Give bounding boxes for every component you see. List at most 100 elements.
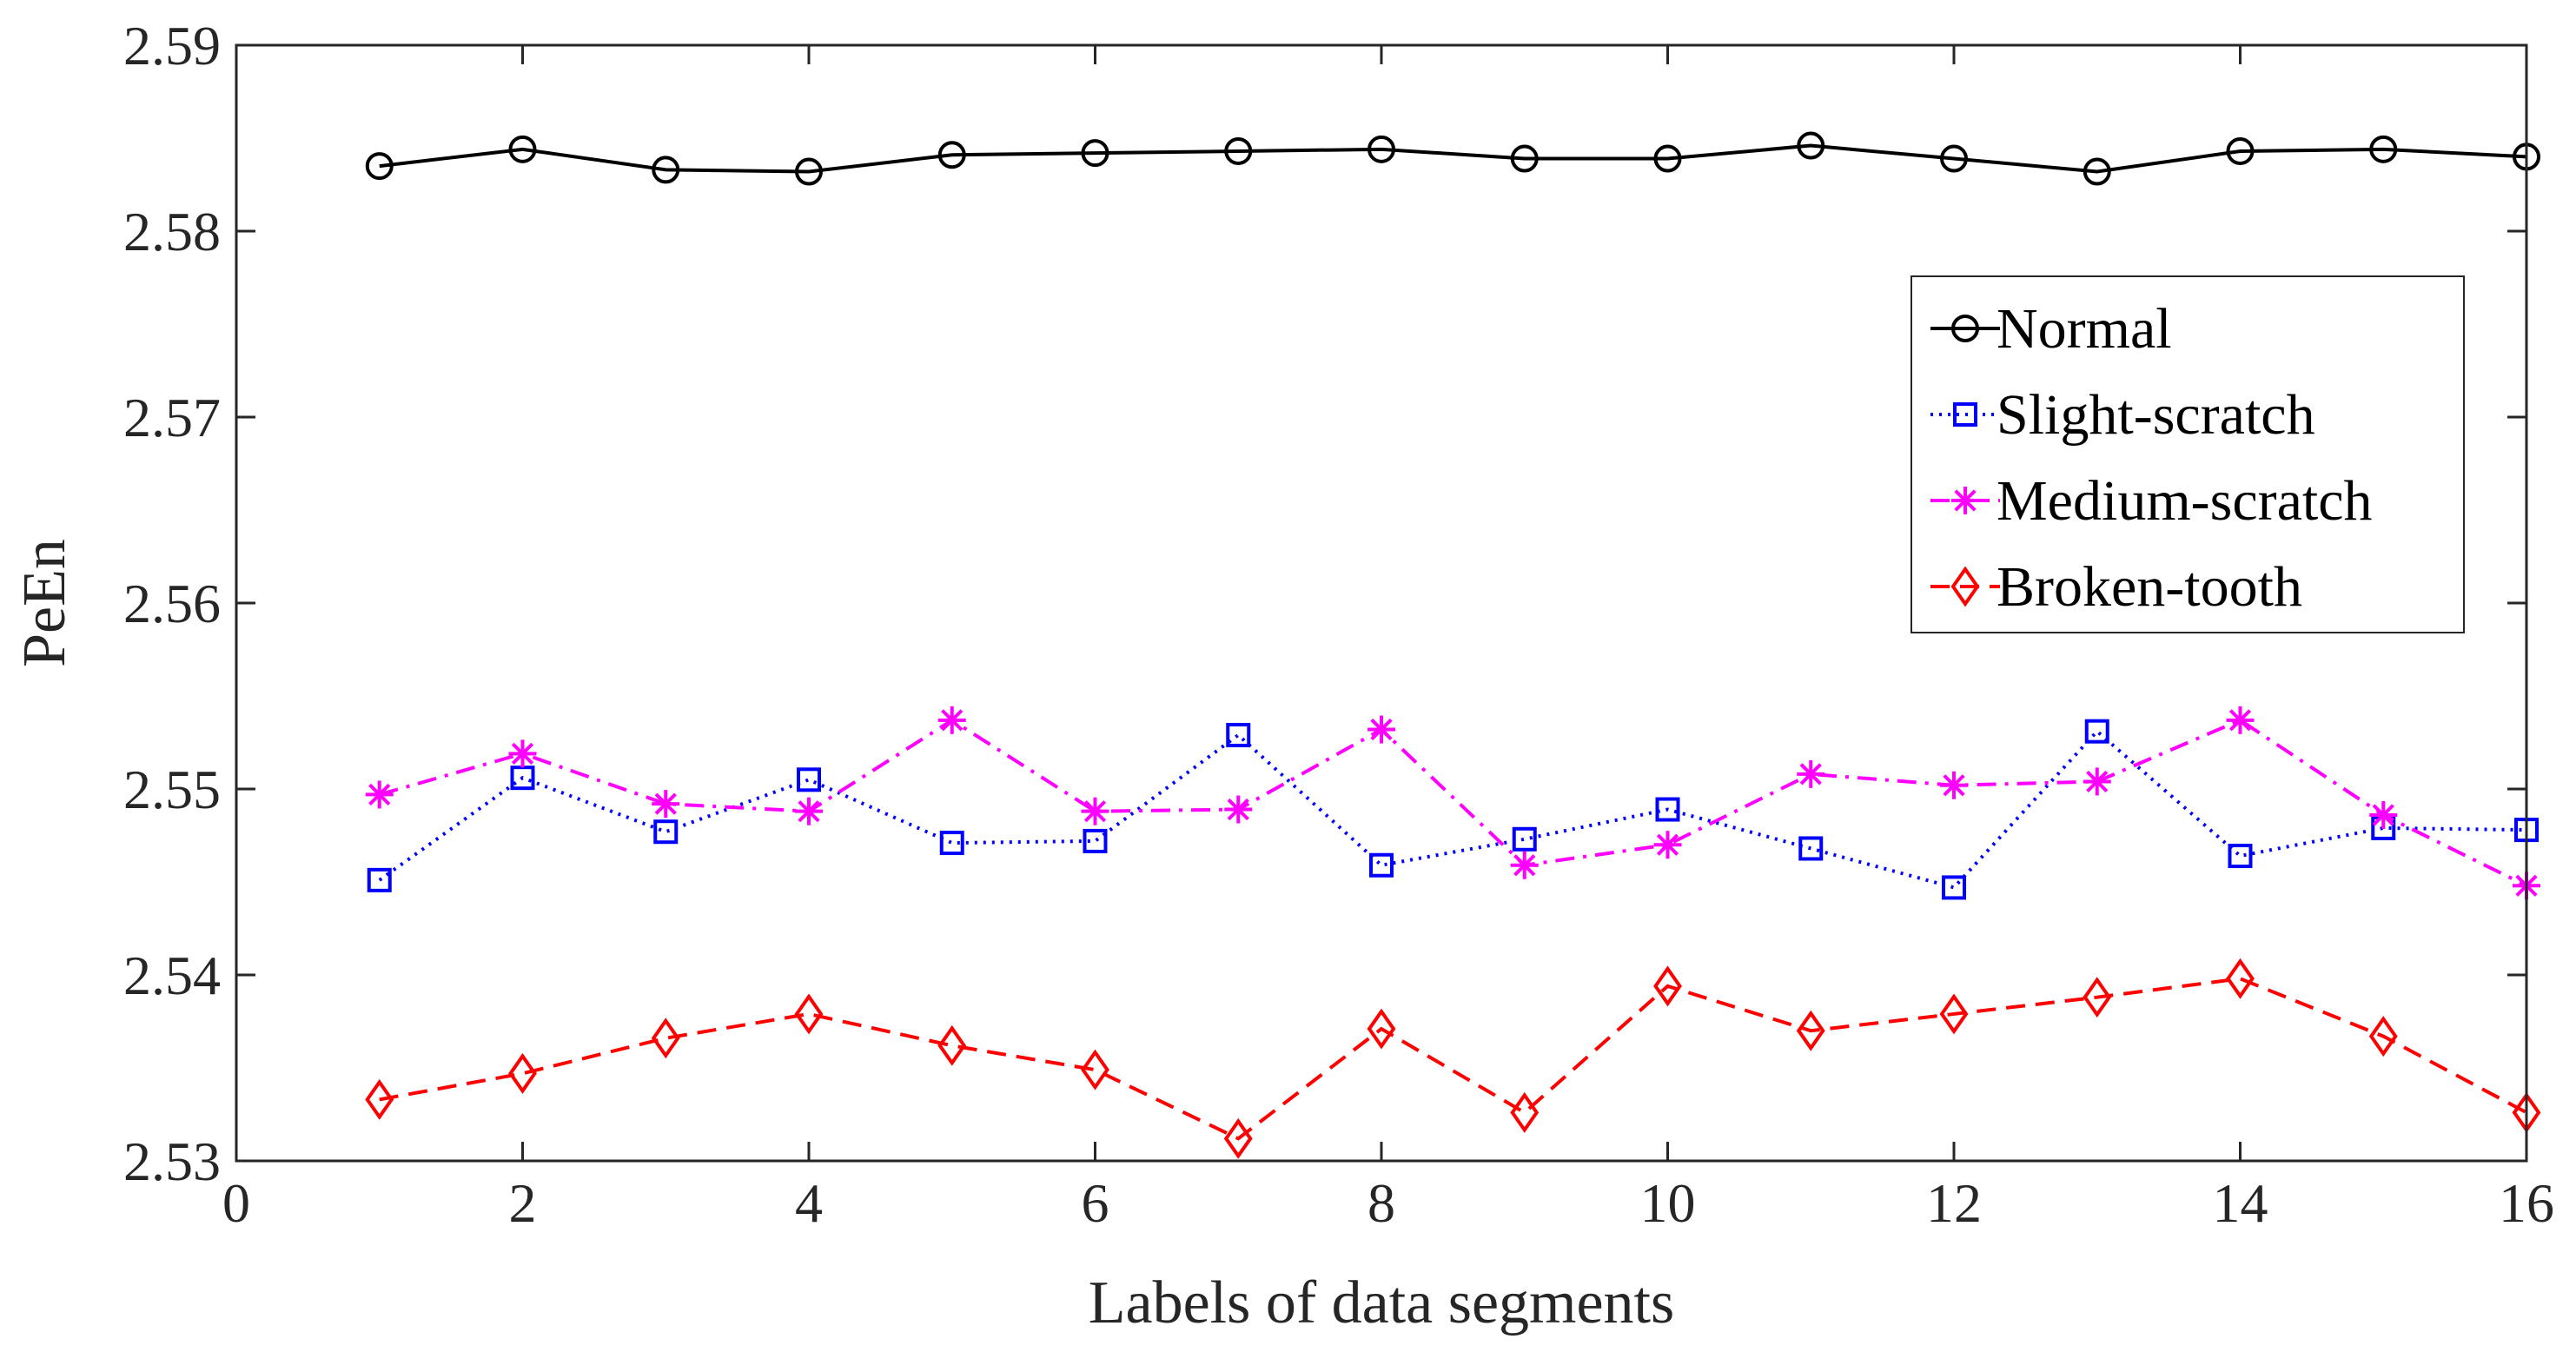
data-point-slight-scratch [797, 767, 821, 792]
data-point-broken-tooth [1796, 1010, 1825, 1051]
y-tick-label: 2.56 [123, 573, 221, 634]
x-axis-label: Labels of data segments [1089, 1270, 1675, 1336]
x-tick-label: 2 [509, 1172, 537, 1234]
data-point-broken-tooth [1653, 965, 1682, 1007]
data-point-slight-scratch [1512, 826, 1537, 852]
data-point-broken-tooth [365, 1078, 394, 1120]
x-tick-label: 8 [1367, 1172, 1395, 1234]
series-line-slight-scratch [378, 728, 2527, 890]
data-point-normal [1510, 144, 1539, 173]
data-point-slight-scratch [653, 819, 679, 845]
data-point-broken-tooth [1939, 993, 1969, 1035]
data-point-slight-scratch [1083, 828, 1108, 853]
data-point-slight-scratch [1942, 875, 1966, 900]
data-point-broken-tooth [1223, 1117, 1253, 1159]
data-point-medium-scratch [2083, 767, 2111, 796]
data-point-normal [1081, 139, 1109, 168]
series-normal [365, 131, 2540, 186]
y-axis-label: PeEn [11, 539, 78, 667]
series-layer [365, 131, 2541, 1159]
data-point-medium-scratch [1510, 851, 1539, 879]
data-point-normal [2083, 157, 2111, 186]
legend-label: Medium-scratch [1997, 469, 2373, 533]
series-broken-tooth [365, 958, 2541, 1159]
x-tick-label: 6 [1082, 1172, 1109, 1234]
data-point-medium-scratch [2369, 800, 2398, 829]
data-point-medium-scratch [795, 797, 823, 825]
legend-label: Broken-tooth [1997, 555, 2302, 619]
data-point-slight-scratch [367, 867, 392, 892]
data-point-medium-scratch [365, 780, 394, 809]
data-point-broken-tooth [1081, 1049, 1109, 1091]
legend: Normal Slight-scratch Medium-scratch Broken… [1910, 275, 2465, 633]
data-point-medium-scratch [652, 790, 680, 819]
y-tick-label: 2.57 [123, 387, 221, 448]
data-point-normal [365, 152, 394, 181]
data-point-broken-tooth [2083, 977, 2112, 1018]
series-medium-scratch [365, 706, 2540, 900]
legend-marker [1951, 487, 1979, 514]
data-point-broken-tooth [651, 1018, 680, 1059]
data-point-slight-scratch [1369, 852, 1394, 878]
data-point-normal [2369, 135, 2398, 163]
x-tick-label: 4 [795, 1172, 823, 1234]
data-point-broken-tooth [937, 1024, 967, 1066]
data-point-normal [937, 141, 966, 169]
data-point-slight-scratch [1798, 836, 1824, 861]
data-point-medium-scratch [1367, 715, 1395, 744]
x-tick-label: 14 [2213, 1172, 2268, 1234]
data-point-medium-scratch [1081, 797, 1109, 825]
y-tick-label: 2.59 [123, 15, 221, 76]
legend-item-normal: Normal [1930, 297, 2172, 361]
data-point-medium-scratch [1940, 771, 1968, 799]
data-point-medium-scratch [1797, 759, 1825, 788]
data-point-medium-scratch [1653, 831, 1682, 859]
data-point-broken-tooth [2226, 958, 2255, 999]
y-tick-label: 2.53 [123, 1130, 221, 1192]
series-slight-scratch [367, 719, 2539, 900]
data-point-normal [1797, 131, 1825, 160]
data-point-broken-tooth [1367, 1008, 1396, 1050]
data-point-slight-scratch [1655, 797, 1680, 822]
data-point-slight-scratch [1226, 722, 1251, 747]
data-point-broken-tooth [794, 993, 824, 1035]
legend-item-broken-tooth: Broken-tooth [1930, 555, 2302, 619]
data-point-medium-scratch [1224, 795, 1253, 824]
data-point-normal [1224, 136, 1253, 165]
data-point-slight-scratch [939, 831, 964, 856]
legend-label: Normal [1997, 297, 2172, 361]
data-point-medium-scratch [937, 706, 966, 734]
data-point-broken-tooth [2368, 1016, 2398, 1057]
legend-item-medium-scratch: Medium-scratch [1930, 469, 2373, 533]
data-point-normal [508, 135, 537, 163]
legend-marker [1951, 315, 1979, 342]
y-tick-label: 2.54 [123, 945, 221, 1006]
y-tick-label: 2.55 [123, 759, 221, 820]
data-point-normal [2226, 136, 2255, 165]
legend-marker [1950, 566, 1980, 607]
data-point-medium-scratch [508, 739, 537, 768]
x-tick-label: 0 [222, 1172, 250, 1234]
x-tick-label: 12 [1926, 1172, 1982, 1234]
tick-layer: 0 2 4 6 8 10 12 14 16 2.53 2.54 2.55 2.56 2.57 2.58 2.5… [123, 15, 2554, 1234]
y-tick-label: 2.58 [123, 201, 221, 262]
data-point-broken-tooth [1510, 1091, 1540, 1133]
x-tick-label: 10 [1640, 1172, 1696, 1234]
data-point-normal [1653, 144, 1682, 173]
series-line-broken-tooth [379, 977, 2527, 1141]
data-point-normal [652, 156, 680, 184]
data-point-slight-scratch [2084, 719, 2109, 744]
legend-label: Slight-scratch [1997, 383, 2315, 447]
data-point-medium-scratch [2226, 706, 2255, 734]
legend-item-slight-scratch: Slight-scratch [1930, 383, 2315, 447]
data-point-normal [1367, 135, 1395, 163]
data-point-normal [1940, 144, 1968, 173]
data-point-slight-scratch [2228, 844, 2253, 869]
x-tick-label: 16 [2499, 1172, 2554, 1234]
legend-box [1910, 275, 2465, 633]
data-point-broken-tooth [508, 1052, 537, 1094]
series-line-normal [379, 143, 2527, 174]
data-point-normal [795, 157, 823, 186]
